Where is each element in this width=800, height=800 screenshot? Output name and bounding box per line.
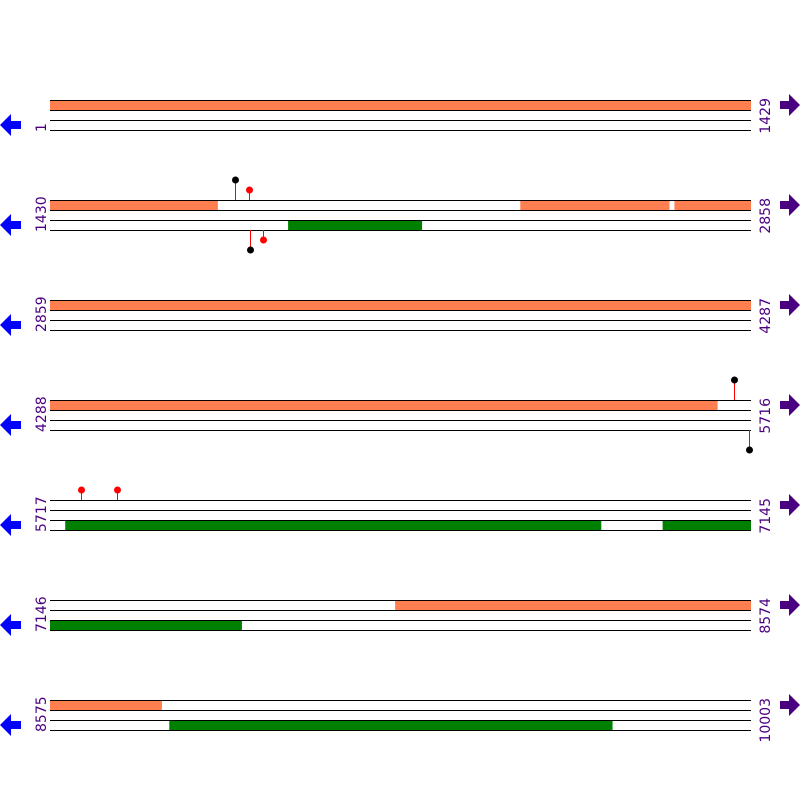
arrow-left-icon bbox=[0, 514, 21, 536]
arrow-right-icon bbox=[780, 394, 800, 416]
row-end-label: 5716 bbox=[758, 398, 774, 434]
arrow-right-icon bbox=[780, 694, 800, 716]
row-end-label: 2858 bbox=[758, 198, 774, 234]
row-start-label: 1 bbox=[34, 123, 50, 132]
row-end-label: 4287 bbox=[758, 298, 774, 334]
bottom-strand-feature bbox=[169, 720, 613, 730]
track-row: 4288 5716 bbox=[0, 376, 800, 454]
top-strand-feature bbox=[50, 200, 218, 210]
track-row: 7146 8574 bbox=[0, 594, 800, 636]
row-end-label: 7145 bbox=[758, 498, 774, 534]
marker-head bbox=[232, 176, 239, 184]
row-end-label: 8574 bbox=[758, 598, 774, 634]
top-strand-feature bbox=[50, 400, 718, 410]
top-strand-feature bbox=[50, 100, 751, 110]
row-start-label: 5717 bbox=[34, 496, 50, 532]
track-row: 1430 2858 bbox=[0, 176, 800, 254]
arrow-right-icon bbox=[780, 94, 800, 116]
arrow-left-icon bbox=[0, 414, 21, 436]
track-row: 2859 4287 bbox=[0, 294, 800, 336]
marker-head bbox=[78, 486, 85, 494]
row-end-label: 1429 bbox=[758, 98, 774, 134]
marker-head bbox=[746, 446, 753, 454]
arrow-right-icon bbox=[780, 494, 800, 516]
row-start-label: 8575 bbox=[34, 696, 50, 732]
marker-head bbox=[246, 186, 253, 194]
bottom-strand-feature bbox=[50, 620, 242, 630]
arrow-right-icon bbox=[780, 294, 800, 316]
arrow-right-icon bbox=[780, 194, 800, 216]
row-end-label: 10003 bbox=[758, 698, 774, 743]
top-strand-feature bbox=[50, 700, 162, 710]
top-strand-feature bbox=[50, 300, 751, 310]
row-start-label: 1430 bbox=[34, 196, 50, 232]
row-start-label: 7146 bbox=[34, 596, 50, 632]
arrow-left-icon bbox=[0, 614, 21, 636]
marker-head bbox=[114, 486, 121, 494]
top-strand-feature bbox=[395, 600, 751, 610]
top-strand-feature bbox=[520, 200, 670, 210]
marker-head bbox=[731, 376, 738, 384]
bottom-strand-feature bbox=[662, 520, 751, 530]
marker-head bbox=[260, 236, 267, 244]
arrow-left-icon bbox=[0, 714, 21, 736]
top-strand-feature bbox=[674, 200, 751, 210]
track-row: 8575 10003 bbox=[0, 694, 800, 743]
bottom-strand-feature bbox=[288, 220, 423, 230]
arrow-right-icon bbox=[780, 594, 800, 616]
arrow-left-icon bbox=[0, 314, 21, 336]
arrow-left-icon bbox=[0, 214, 21, 236]
bottom-strand-feature bbox=[65, 520, 602, 530]
row-start-label: 4288 bbox=[34, 396, 50, 432]
track-row: 5717 7145 bbox=[0, 486, 800, 536]
row-start-label: 2859 bbox=[34, 296, 50, 332]
arrow-left-icon bbox=[0, 114, 21, 136]
track-row: 1 1429 bbox=[0, 94, 800, 136]
marker-head bbox=[247, 246, 254, 254]
